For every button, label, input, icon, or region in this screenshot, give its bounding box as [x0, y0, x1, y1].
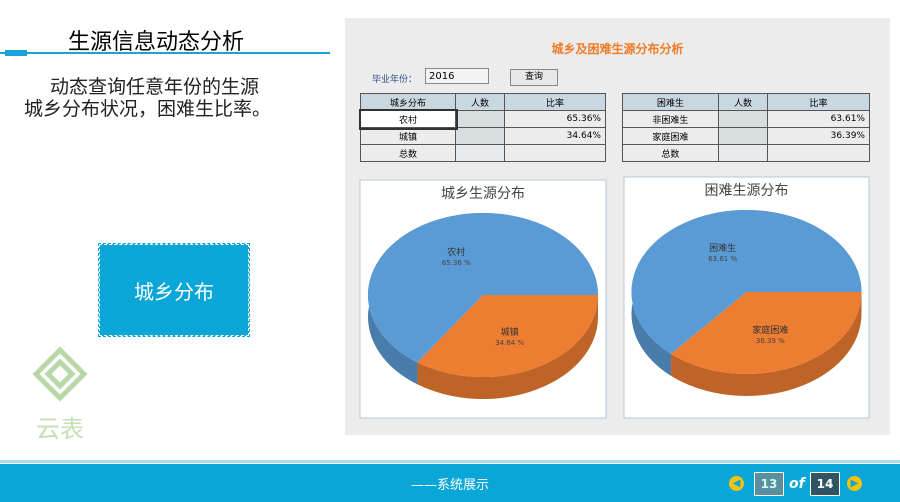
slice-value: 63.61 % [708, 255, 737, 263]
slide-title: 生源信息动态分析 [68, 30, 245, 55]
title-accent [5, 50, 27, 56]
cell [503, 144, 607, 162]
cell[interactable]: 农村 [358, 108, 458, 130]
footer [0, 464, 900, 502]
pie-side [631, 209, 862, 376]
section-button[interactable]: 城乡分布 [98, 243, 250, 337]
logo: 云表 [32, 346, 88, 443]
cell [717, 144, 769, 162]
pie-slice [671, 292, 862, 374]
pager-of: of [789, 476, 805, 492]
description-line: 动态查询任意年份的生源 [50, 76, 260, 98]
logo-text: 云表 [36, 415, 84, 443]
prev-button[interactable]: ◀ [729, 476, 744, 491]
title-rule [0, 52, 330, 54]
slice-label: 城镇 [501, 326, 519, 338]
slice-value: 65.36 % [442, 259, 471, 267]
table: 困难生 人数 比率 非困难生 63.61% 家庭困难 36.39% 总数 [622, 93, 870, 162]
slice-value: 34.64 % [495, 339, 524, 347]
table: 城乡分布 人数 比率 农村 65.36% 城镇 34.64% 总数 [358, 93, 607, 162]
slice-value: 36.39 % [756, 337, 785, 345]
footer-text: ——系统展示 [410, 478, 489, 493]
header: 人数 [455, 93, 505, 111]
current-page: 13 [754, 472, 784, 496]
year-input[interactable]: 2016 [425, 68, 489, 84]
pie-side [671, 292, 862, 396]
pie-slice [631, 209, 862, 354]
header: 比率 [767, 93, 870, 111]
cell [767, 144, 870, 162]
app-title: 城乡及困难生源分布分析 [551, 42, 684, 56]
slice-label: 家庭困难 [752, 324, 788, 336]
query-button[interactable]: 查询 [510, 69, 558, 86]
next-button[interactable]: ▶ [847, 476, 862, 491]
slice-label: 困难生 [709, 242, 736, 254]
chart-title: 困难生源分布 [705, 183, 789, 199]
cell [455, 144, 505, 162]
pie-slice [368, 213, 598, 363]
description-line: 城乡分布状况，困难生比率。 [24, 98, 272, 120]
cell [455, 110, 505, 128]
chart-title: 城乡生源分布 [441, 186, 525, 202]
description: 动态查询任意年份的生源 城乡分布状况，困难生比率。 [24, 76, 271, 120]
slice-label: 农村 [447, 246, 465, 258]
pie-slice [417, 295, 598, 378]
cell: 总数 [359, 144, 457, 162]
year-label: 毕业年份： [372, 75, 418, 85]
pie-side [417, 295, 598, 399]
total-pages: 14 [810, 472, 840, 496]
footer-rule [0, 460, 900, 463]
header: 比率 [503, 93, 607, 111]
